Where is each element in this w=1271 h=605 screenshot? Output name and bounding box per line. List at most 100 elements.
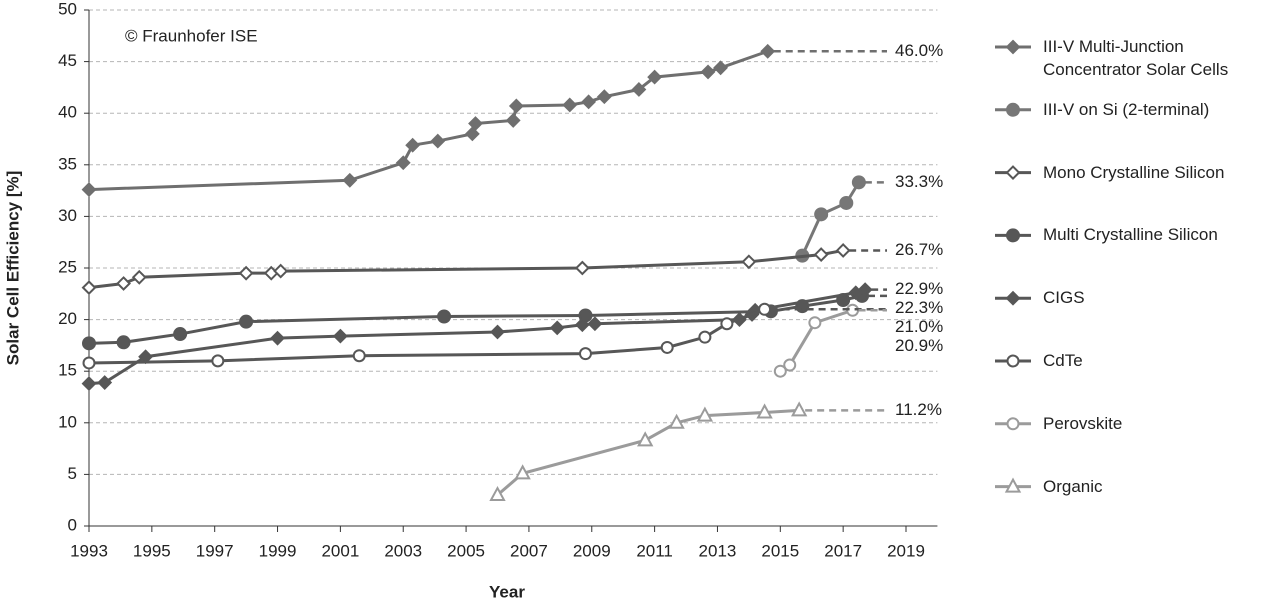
series-line <box>88 288 866 386</box>
marker <box>660 340 674 354</box>
marker <box>549 320 565 336</box>
marker <box>505 113 521 128</box>
value-label: 26.7% <box>895 240 943 259</box>
marker <box>756 403 773 419</box>
marker <box>116 335 131 350</box>
marker <box>173 327 188 342</box>
legend-label: III-V Multi-Junction Concentrator Solar … <box>1043 37 1229 79</box>
legend-label: Multi Crystalline Silicon <box>1043 225 1218 245</box>
marker <box>700 64 716 80</box>
marker <box>270 330 285 346</box>
marker <box>81 182 97 197</box>
legend-marker <box>1006 417 1020 431</box>
value-label: 22.3% <box>895 298 943 317</box>
series-line <box>800 181 861 257</box>
marker <box>839 195 854 210</box>
value-label: 46.0% <box>895 41 943 60</box>
marker <box>239 314 254 329</box>
marker <box>395 155 411 171</box>
y-tick-label: 50 <box>58 0 77 18</box>
x-tick-label: 1995 <box>133 541 171 560</box>
x-tick-label: 2013 <box>699 541 737 560</box>
x-tick-label: 2011 <box>636 541 673 560</box>
marker <box>352 349 366 363</box>
x-axis-label: Year <box>489 582 525 601</box>
marker <box>489 485 506 502</box>
y-tick-label: 0 <box>68 515 77 534</box>
marker <box>468 116 483 131</box>
marker <box>131 269 147 285</box>
legend-marker <box>1005 290 1021 306</box>
marker <box>713 60 729 76</box>
y-tick-label: 25 <box>58 257 77 276</box>
marker <box>813 247 829 262</box>
marker <box>514 464 531 480</box>
marker <box>814 207 829 222</box>
marker <box>82 336 96 351</box>
marker <box>668 413 685 429</box>
x-tick-label: 2001 <box>321 541 359 560</box>
marker <box>720 317 734 331</box>
marker <box>574 260 590 276</box>
value-label: 21.0% <box>895 317 943 336</box>
marker <box>464 126 480 142</box>
marker <box>581 94 597 110</box>
marker <box>637 431 654 447</box>
marker <box>332 328 348 344</box>
x-tick-label: 2003 <box>384 541 422 560</box>
legend-label: CIGS <box>1043 288 1085 308</box>
y-tick-label: 40 <box>58 103 77 122</box>
series-line <box>88 294 863 345</box>
legend-marker <box>1005 39 1021 55</box>
marker <box>696 406 714 422</box>
legend-label: Perovskite <box>1043 413 1123 433</box>
marker <box>342 172 358 188</box>
marker <box>562 97 578 113</box>
marker <box>835 243 851 258</box>
marker <box>574 317 590 333</box>
marker <box>741 254 757 270</box>
x-tick-label: 2019 <box>887 541 925 560</box>
marker <box>698 330 712 344</box>
x-tick-label: 2007 <box>510 541 548 560</box>
legend-marker <box>1006 354 1020 368</box>
marker <box>81 280 97 296</box>
marker <box>851 175 866 190</box>
marker <box>273 263 289 279</box>
marker <box>81 376 97 391</box>
marker <box>773 364 787 378</box>
marker <box>631 82 647 97</box>
marker <box>97 375 113 390</box>
marker <box>405 137 421 153</box>
marker <box>596 89 612 105</box>
value-label: 11.2% <box>895 400 942 419</box>
legend-label: Mono Crystalline Silicon <box>1043 162 1225 182</box>
y-tick-label: 10 <box>58 412 77 431</box>
series-line <box>496 408 800 497</box>
legend-marker <box>1006 102 1020 117</box>
marker <box>116 276 131 291</box>
y-tick-label: 15 <box>58 361 77 380</box>
x-tick-label: 2015 <box>761 541 799 560</box>
marker <box>647 69 663 85</box>
marker <box>790 401 808 417</box>
y-tick-label: 45 <box>58 51 77 70</box>
marker <box>490 324 505 340</box>
legend-marker <box>1004 477 1022 493</box>
legend-marker <box>1005 165 1021 181</box>
marker <box>587 316 603 332</box>
series-line <box>88 49 769 192</box>
series-line <box>88 248 844 290</box>
marker <box>437 309 452 324</box>
x-tick-label: 1999 <box>259 541 297 560</box>
marker <box>430 133 446 149</box>
x-tick-label: 1993 <box>70 541 108 560</box>
x-tick-label: 2009 <box>573 541 611 560</box>
x-tick-label: 1997 <box>196 541 234 560</box>
y-tick-label: 5 <box>68 464 77 483</box>
legend-marker <box>1006 228 1020 243</box>
marker <box>808 316 822 330</box>
x-tick-label: 2017 <box>824 541 862 560</box>
marker <box>758 302 772 316</box>
